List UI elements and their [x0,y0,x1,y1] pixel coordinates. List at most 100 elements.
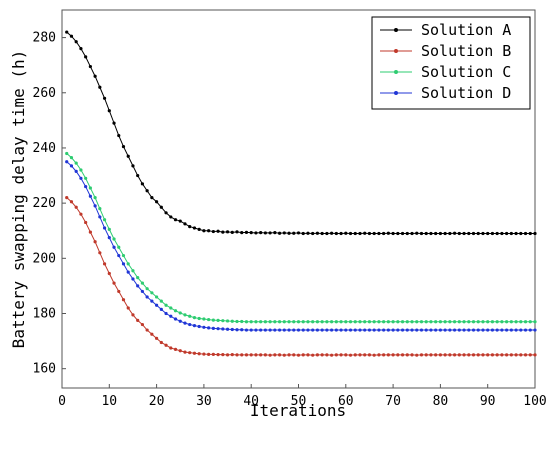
data-point [358,231,362,236]
data-point [102,96,107,100]
series-solution-c [65,151,537,324]
data-point [358,328,362,332]
data-point [178,311,182,315]
data-point [462,328,466,332]
data-point [495,328,499,332]
data-point [202,352,206,356]
data-point [150,332,154,336]
data-point [169,346,173,350]
data-point [117,133,121,138]
data-point [155,200,159,204]
data-point [382,328,386,332]
data-point [112,245,116,249]
data-point [136,284,140,288]
data-point [391,320,395,324]
data-point [140,182,145,186]
data-point [457,320,461,324]
data-point [500,353,504,357]
data-point [178,349,182,353]
data-point [159,205,163,209]
data-point [197,324,201,329]
data-point [452,231,457,235]
data-point [386,231,390,235]
data-point [98,207,102,211]
data-point [519,353,523,357]
data-point [188,322,192,327]
data-point [65,196,69,200]
data-point [107,227,111,231]
data-point [311,320,315,324]
data-point [325,320,329,324]
data-point [505,231,509,236]
data-point [178,319,182,323]
data-point [372,353,376,357]
data-point [486,231,490,236]
data-point [192,316,197,320]
data-point [259,231,263,235]
data-point [448,328,452,332]
data-point [287,328,291,332]
data-point [467,320,471,324]
data-point [207,229,211,233]
data-point [434,353,438,357]
data-point [320,231,324,236]
data-point [211,229,215,234]
data-point [136,276,140,280]
data-point [207,352,211,356]
data-point [164,303,168,307]
data-point [235,230,239,234]
data-point [334,353,338,357]
data-point [207,326,211,330]
data-point [93,196,97,200]
data-point [282,353,286,357]
data-point [292,328,296,332]
data-point [363,328,367,332]
data-point [339,353,343,357]
data-point [443,231,447,236]
data-point [509,231,513,236]
data-point [367,353,372,357]
data-point [330,353,334,357]
data-point [348,328,353,332]
data-point [533,320,537,324]
data-point [509,353,513,357]
data-point [419,231,424,236]
data-point [98,215,102,219]
data-point [221,353,225,357]
data-point [259,320,263,324]
data-point [263,353,267,357]
data-point [363,231,367,235]
y-tick-label: 220 [33,196,56,211]
data-point [415,328,419,332]
data-point [254,231,258,235]
data-point [500,231,504,236]
data-point [216,318,220,323]
data-point [448,320,452,324]
data-point [367,231,372,236]
data-point [386,320,390,324]
data-point [65,160,69,164]
data-point [207,317,211,322]
data-point [131,164,135,168]
data-point [74,169,78,174]
data-point [523,353,528,357]
data-point [415,320,419,324]
data-point [363,353,367,357]
data-point [490,320,495,324]
legend-label: Solution A [421,21,511,39]
data-point [528,328,532,332]
data-point [211,326,215,331]
data-point [173,317,178,321]
data-point [467,328,471,332]
data-point [263,328,267,332]
data-point [273,231,277,235]
data-point [296,320,301,324]
series-line [66,197,535,356]
data-point [155,295,159,299]
data-point [230,230,234,234]
data-point [277,328,282,332]
data-point [155,303,159,307]
data-point [183,321,187,325]
data-point [173,347,178,351]
